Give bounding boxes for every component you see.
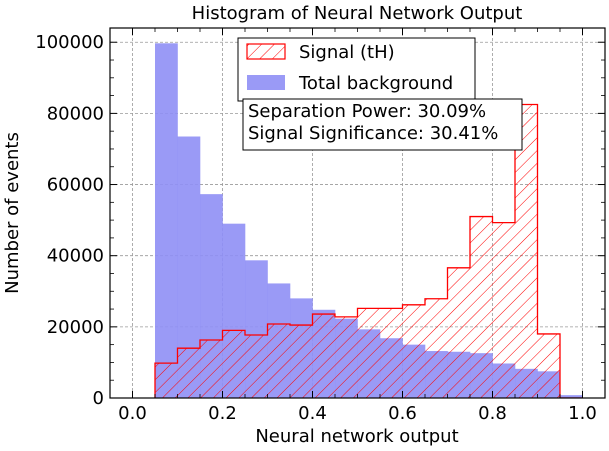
histogram-bars (154, 43, 583, 398)
x-tick-label: 1.0 (568, 403, 597, 424)
stats-annotation-frame (242, 98, 523, 151)
y-tick-label: 0 (93, 388, 104, 409)
signal-bar (200, 340, 223, 398)
x-tick-label: 0.2 (208, 403, 237, 424)
signal-bar (335, 316, 358, 398)
x-tick-label: 0.0 (118, 403, 147, 424)
signal-bar (515, 104, 538, 398)
signal-bar (177, 348, 200, 398)
x-axis-label: Neural network output (255, 426, 458, 447)
stats-annotation: Separation Power: 30.09% Signal Signific… (242, 98, 523, 151)
legend-swatch-background (247, 75, 285, 90)
signal-bar (222, 330, 245, 398)
signal-significance-text: Signal Significance: 30.41% (248, 123, 498, 144)
y-tick-label: 20000 (47, 317, 104, 338)
chart-title: Histogram of Neural Network Output (192, 3, 523, 24)
signal-bar (470, 216, 493, 398)
plot-frame (109, 27, 606, 399)
signal-bar (245, 335, 268, 398)
signal-bar (312, 314, 335, 398)
signal-bar (267, 324, 290, 398)
signal-bar (425, 298, 448, 398)
background-bar (155, 43, 178, 398)
x-tick-label: 0.6 (388, 403, 417, 424)
signal-bar (380, 308, 403, 398)
signal-outline (154, 103, 583, 398)
legend: Signal (tH) Total background (237, 37, 476, 102)
signal-bar (290, 325, 313, 398)
axis-ticks (110, 28, 605, 399)
y-axis-label: Number of events (2, 132, 23, 294)
y-tick-label: 60000 (47, 175, 104, 196)
x-tick-label: 0.4 (298, 403, 327, 424)
signal-bar (447, 267, 470, 398)
signal-bar (402, 304, 425, 398)
y-tick-label: 100000 (35, 32, 104, 53)
x-tick-label: 0.8 (478, 403, 507, 424)
legend-swatch-signal (246, 43, 286, 60)
signal-bar (357, 308, 380, 398)
background-bar (177, 136, 201, 398)
signal-bar (155, 363, 178, 398)
tick-labels: 0.0 0.2 0.4 0.6 0.8 1.0 0 20000 40000 60000 80000 1… (35, 32, 597, 424)
signal-bar (492, 222, 515, 398)
signal-bar (537, 333, 560, 398)
background-bar (560, 395, 583, 398)
y-tick-label: 40000 (47, 246, 104, 267)
separation-power-text: Separation Power: 30.09% (248, 101, 486, 122)
legend-label-signal: Signal (tH) (299, 42, 395, 63)
y-tick-label: 80000 (47, 103, 104, 124)
legend-label-background: Total background (298, 73, 453, 94)
